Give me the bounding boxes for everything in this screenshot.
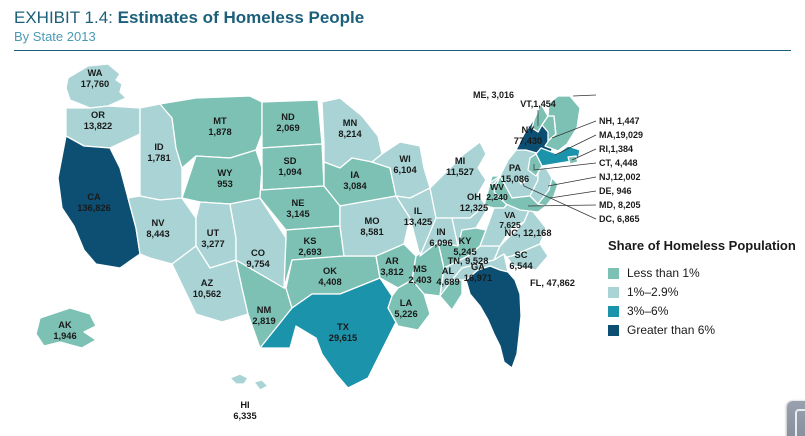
- svg-text:3,812: 3,812: [380, 267, 403, 277]
- svg-text:2,403: 2,403: [408, 275, 431, 285]
- svg-text:9,754: 9,754: [246, 259, 270, 269]
- svg-text:8,443: 8,443: [146, 229, 169, 239]
- svg-text:2,819: 2,819: [252, 316, 275, 326]
- svg-text:CA: CA: [87, 192, 101, 202]
- svg-text:AR: AR: [385, 256, 399, 266]
- svg-text:2,693: 2,693: [298, 247, 321, 257]
- svg-text:29,615: 29,615: [329, 333, 357, 343]
- svg-text:12,325: 12,325: [460, 203, 488, 213]
- svg-text:MI: MI: [455, 156, 465, 166]
- svg-text:WA: WA: [88, 68, 103, 78]
- svg-text:FL, 47,862: FL, 47,862: [530, 278, 575, 288]
- svg-text:77,430: 77,430: [514, 136, 542, 146]
- svg-text:NH, 1,447: NH, 1,447: [599, 116, 640, 126]
- svg-text:CO: CO: [251, 248, 265, 258]
- svg-text:OK: OK: [323, 266, 337, 276]
- svg-text:MD, 8,205: MD, 8,205: [599, 200, 641, 210]
- svg-text:4,408: 4,408: [318, 277, 341, 287]
- svg-text:WI: WI: [399, 154, 410, 164]
- svg-text:ID: ID: [154, 142, 164, 152]
- svg-text:MT: MT: [213, 116, 227, 126]
- svg-text:8,581: 8,581: [360, 227, 383, 237]
- svg-text:13,822: 13,822: [84, 121, 112, 131]
- svg-text:136,826: 136,826: [77, 203, 111, 213]
- svg-text:TX: TX: [337, 322, 350, 332]
- svg-text:NE: NE: [292, 198, 305, 208]
- svg-text:IA: IA: [350, 170, 360, 180]
- svg-text:IL: IL: [414, 206, 423, 216]
- svg-text:10,562: 10,562: [193, 289, 221, 299]
- svg-text:RI,1,384: RI,1,384: [599, 144, 633, 154]
- svg-text:GA: GA: [471, 262, 485, 272]
- svg-text:VT,1,454: VT,1,454: [520, 99, 556, 109]
- svg-text:NY: NY: [522, 125, 536, 135]
- svg-text:MS: MS: [413, 264, 427, 274]
- svg-text:OR: OR: [91, 110, 105, 120]
- svg-text:8,214: 8,214: [338, 129, 362, 139]
- svg-text:KS: KS: [304, 236, 317, 246]
- svg-text:AK: AK: [58, 320, 72, 330]
- svg-text:16,971: 16,971: [464, 273, 492, 283]
- svg-text:1,946: 1,946: [53, 331, 76, 341]
- svg-text:IN: IN: [436, 227, 446, 237]
- svg-text:MN: MN: [343, 118, 358, 128]
- svg-text:4,689: 4,689: [436, 277, 459, 287]
- svg-text:2,069: 2,069: [276, 123, 299, 133]
- svg-text:11,527: 11,527: [446, 167, 474, 177]
- svg-text:953: 953: [217, 179, 233, 189]
- svg-text:3,084: 3,084: [343, 181, 367, 191]
- svg-text:AZ: AZ: [201, 278, 214, 288]
- svg-text:MO: MO: [365, 216, 380, 226]
- svg-text:6,335: 6,335: [233, 411, 256, 421]
- svg-text:6,104: 6,104: [393, 165, 417, 175]
- svg-text:3,145: 3,145: [286, 209, 309, 219]
- svg-text:CT, 4,448: CT, 4,448: [599, 158, 638, 168]
- svg-text:1,781: 1,781: [147, 153, 170, 163]
- svg-text:HI: HI: [240, 400, 249, 410]
- svg-text:WV: WV: [490, 182, 504, 192]
- svg-text:ND: ND: [281, 112, 295, 122]
- svg-text:6,544: 6,544: [509, 261, 533, 271]
- svg-text:WY: WY: [218, 168, 234, 178]
- svg-text:1,878: 1,878: [208, 127, 231, 137]
- svg-text:5,226: 5,226: [394, 309, 417, 319]
- svg-text:MA,19,029: MA,19,029: [599, 130, 643, 140]
- svg-text:ME, 3,016: ME, 3,016: [473, 90, 514, 100]
- svg-text:AL: AL: [442, 266, 455, 276]
- svg-text:UT: UT: [207, 228, 220, 238]
- svg-text:17,760: 17,760: [81, 79, 109, 89]
- svg-text:DC, 6,865: DC, 6,865: [599, 214, 640, 224]
- svg-text:OH: OH: [467, 192, 481, 202]
- svg-text:DE, 946: DE, 946: [599, 186, 632, 196]
- svg-text:PA: PA: [509, 163, 522, 173]
- svg-text:KY: KY: [459, 236, 473, 246]
- svg-text:SC: SC: [515, 250, 528, 260]
- svg-text:VA: VA: [504, 210, 515, 220]
- svg-text:NV: NV: [152, 218, 166, 228]
- svg-text:LA: LA: [400, 298, 413, 308]
- svg-text:NM: NM: [257, 305, 272, 315]
- svg-text:15,086: 15,086: [501, 174, 529, 184]
- svg-text:13,425: 13,425: [404, 217, 432, 227]
- svg-text:2,240: 2,240: [486, 192, 508, 202]
- svg-text:3,277: 3,277: [201, 239, 224, 249]
- svg-text:6,096: 6,096: [429, 238, 452, 248]
- svg-text:7,625: 7,625: [499, 220, 521, 230]
- svg-text:1,094: 1,094: [278, 167, 302, 177]
- svg-text:SD: SD: [284, 156, 297, 166]
- svg-text:NJ,12,002: NJ,12,002: [599, 172, 641, 182]
